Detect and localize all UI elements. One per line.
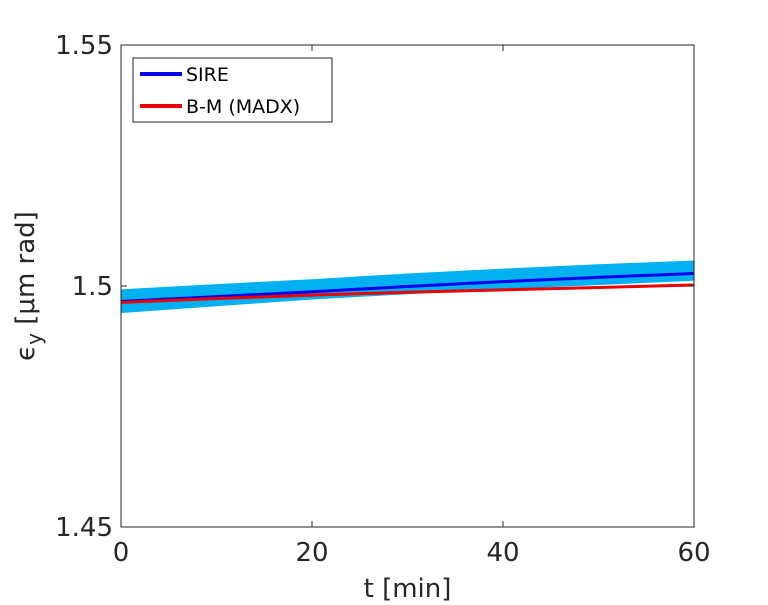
legend-label-1: SIRE: [186, 64, 229, 86]
x-tick-label: 40: [486, 538, 519, 568]
legend: SIRE B-M (MADX): [132, 57, 333, 123]
legend-box: [132, 57, 333, 123]
y-tick-label: 1.5: [72, 272, 113, 302]
y-tick-label: 1.55: [55, 31, 113, 61]
y-axis-label-subscript: y: [22, 333, 46, 345]
x-tick-label: 60: [677, 538, 710, 568]
x-axis-label: t [min]: [364, 574, 452, 604]
series-line-1: [121, 271, 694, 303]
x-tick-label: 20: [295, 538, 328, 568]
y-axis-label-rest: [μm rad]: [11, 211, 41, 333]
axis-ticks: 0 20 40 60 1.45 1.5 1.55: [55, 31, 710, 568]
series-line-2: [121, 283, 694, 304]
legend-label-2: B-M (MADX): [186, 96, 300, 118]
x-tick-label: 0: [113, 538, 130, 568]
plot-data: [121, 260, 694, 313]
y-axis-label: ϵy [μm rad]: [11, 211, 46, 361]
y-axis-label-symbol: ϵ: [11, 345, 41, 361]
y-tick-label: 1.45: [55, 513, 113, 543]
